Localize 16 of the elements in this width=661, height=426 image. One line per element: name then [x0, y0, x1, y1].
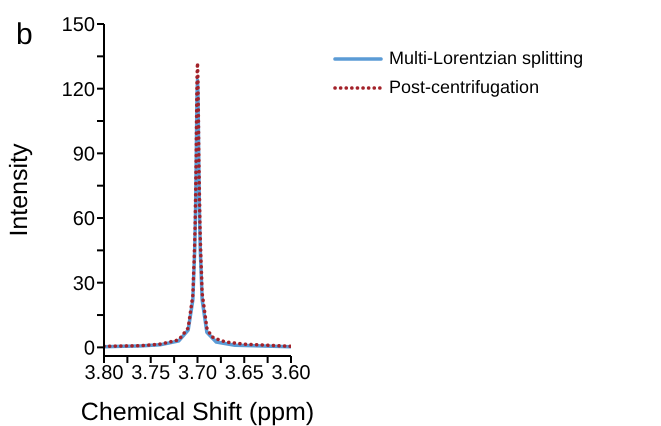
y-tick-label: 150 — [62, 14, 95, 36]
legend-label: Post-centrifugation — [389, 77, 540, 98]
y-tick-label: 0 — [84, 337, 95, 360]
x-tick-label: 3.65 — [224, 362, 264, 384]
x-tick-label: 3.75 — [131, 362, 170, 384]
text: b — [16, 18, 33, 52]
y-tick-label: 90 — [72, 143, 95, 166]
x-tick-label: 3.70 — [178, 362, 217, 384]
x-tick-label: 3.60 — [272, 362, 310, 384]
y-tick-label: 60 — [72, 208, 95, 230]
y-tick-label: 30 — [72, 272, 95, 295]
legend-label: Multi-Lorentzian splitting — [389, 48, 584, 69]
x-axis-title: Chemical Shift (ppm) — [80, 398, 314, 426]
y-axis-title: Intensity — [4, 142, 33, 237]
x-tick-label: 3.80 — [84, 362, 124, 384]
y-tick-label: 120 — [62, 78, 95, 101]
